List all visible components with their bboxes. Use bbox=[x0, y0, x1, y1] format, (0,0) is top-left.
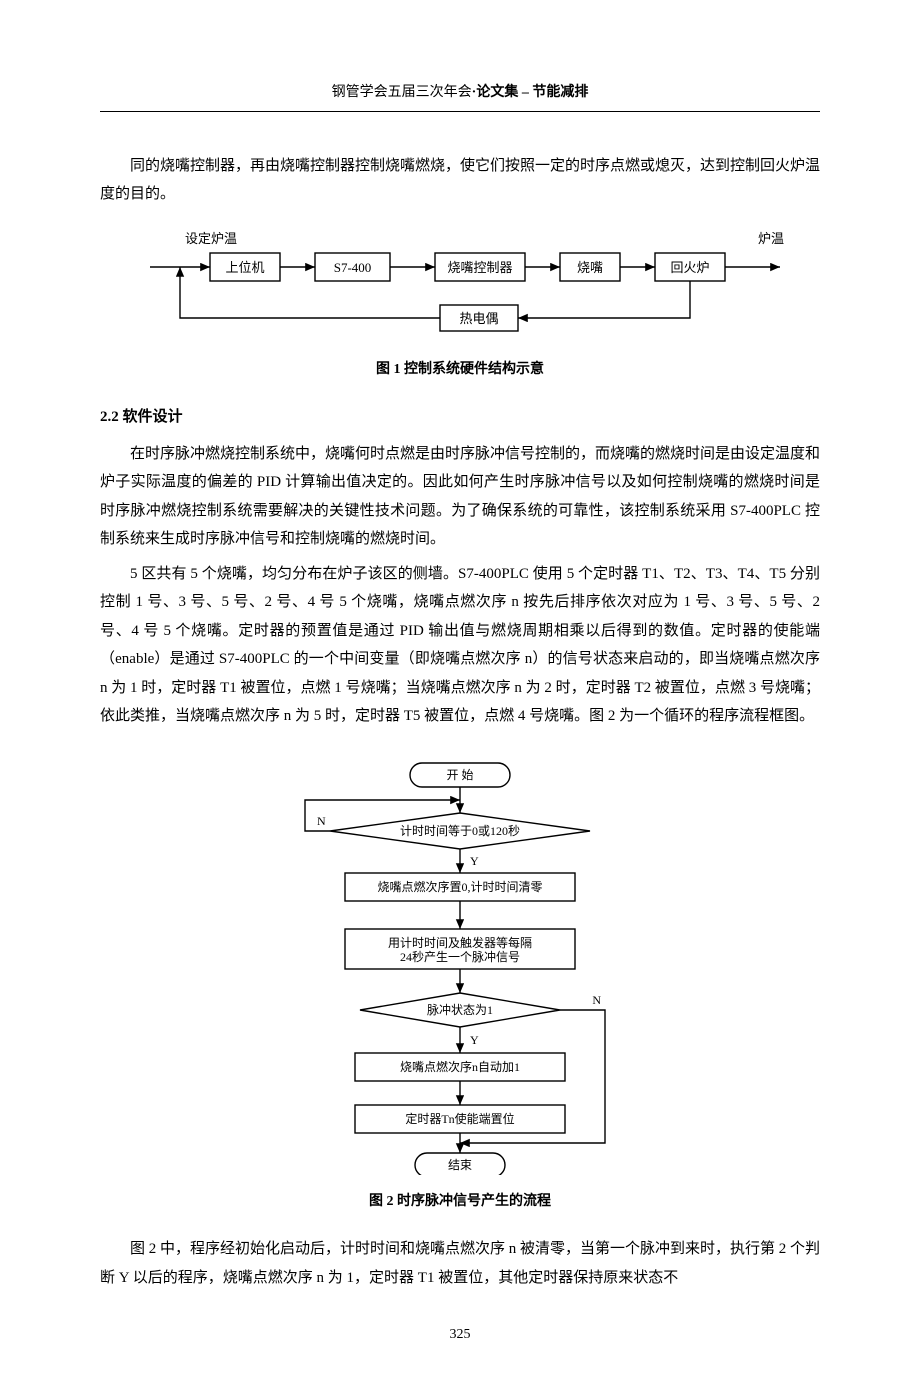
svg-text:上位机: 上位机 bbox=[225, 260, 264, 275]
header-left: 钢管学会五届三次年会 bbox=[332, 85, 472, 100]
intro-paragraph: 同的烧嘴控制器，再由烧嘴控制器控制烧嘴燃烧，使它们按照一定的时序点燃或熄灭，达到… bbox=[100, 152, 820, 209]
paragraph-1: 在时序脉冲燃烧控制系统中，烧嘴何时点燃是由时序脉冲信号控制的，而烧嘴的燃烧时间是… bbox=[100, 440, 820, 554]
svg-text:计时时间等于0或120秒: 计时时间等于0或120秒 bbox=[400, 824, 520, 838]
svg-text:S7-400: S7-400 bbox=[334, 260, 372, 275]
svg-text:烧嘴点燃次序置0,计时时间清零: 烧嘴点燃次序置0,计时时间清零 bbox=[377, 879, 542, 894]
svg-text:热电偶: 热电偶 bbox=[459, 311, 498, 326]
svg-text:烧嘴控制器: 烧嘴控制器 bbox=[447, 260, 512, 275]
svg-text:N: N bbox=[592, 993, 601, 1007]
svg-text:Y: Y bbox=[470, 854, 479, 868]
svg-text:N: N bbox=[317, 814, 326, 828]
paragraph-3: 图 2 中，程序经初始化启动后，计时时间和烧嘴点燃次序 n 被清零，当第一个脉冲… bbox=[100, 1235, 820, 1292]
svg-text:脉冲状态为1: 脉冲状态为1 bbox=[427, 1002, 493, 1017]
fig1-svg: 设定炉温 炉温上位机 S7-400 烧嘴控制器 烧嘴 回火炉热电偶 bbox=[130, 223, 790, 343]
svg-text:烧嘴: 烧嘴 bbox=[577, 260, 603, 275]
fig1-caption: 图 1 控制系统硬件结构示意 bbox=[100, 357, 820, 384]
section-2-2-title: 2.2 软件设计 bbox=[100, 403, 820, 432]
figure-1-diagram: 设定炉温 炉温上位机 S7-400 烧嘴控制器 烧嘴 回火炉热电偶 bbox=[100, 223, 820, 343]
paragraph-2: 5 区共有 5 个烧嘴，均匀分布在炉子该区的侧墙。S7-400PLC 使用 5 … bbox=[100, 560, 820, 731]
svg-text:炉温: 炉温 bbox=[758, 231, 784, 246]
page-header: 钢管学会五届三次年会·论文集 – 节能减排 bbox=[100, 80, 820, 112]
svg-text:Y: Y bbox=[470, 1033, 479, 1047]
fig2-caption: 图 2 时序脉冲信号产生的流程 bbox=[100, 1189, 820, 1216]
svg-text:定时器Tn使能端置位: 定时器Tn使能端置位 bbox=[405, 1111, 514, 1126]
svg-text:设定炉温: 设定炉温 bbox=[185, 231, 237, 246]
figure-2-diagram: 开 始计时时间等于0或120秒烧嘴点燃次序置0,计时时间清零用计时时间及触发器等… bbox=[100, 745, 820, 1175]
fig2-svg: 开 始计时时间等于0或120秒烧嘴点燃次序置0,计时时间清零用计时时间及触发器等… bbox=[245, 745, 675, 1175]
svg-text:结束: 结束 bbox=[448, 1158, 472, 1172]
svg-text:烧嘴点燃次序n自动加1: 烧嘴点燃次序n自动加1 bbox=[400, 1059, 520, 1074]
svg-text:回火炉: 回火炉 bbox=[670, 260, 709, 275]
header-bold: ·论文集 – 节能减排 bbox=[472, 85, 589, 100]
svg-text:开 始: 开 始 bbox=[446, 768, 473, 782]
svg-text:用计时时间及触发器等每隔24秒产生一个脉冲信号: 用计时时间及触发器等每隔24秒产生一个脉冲信号 bbox=[388, 935, 532, 964]
page-number: 325 bbox=[100, 1322, 820, 1349]
